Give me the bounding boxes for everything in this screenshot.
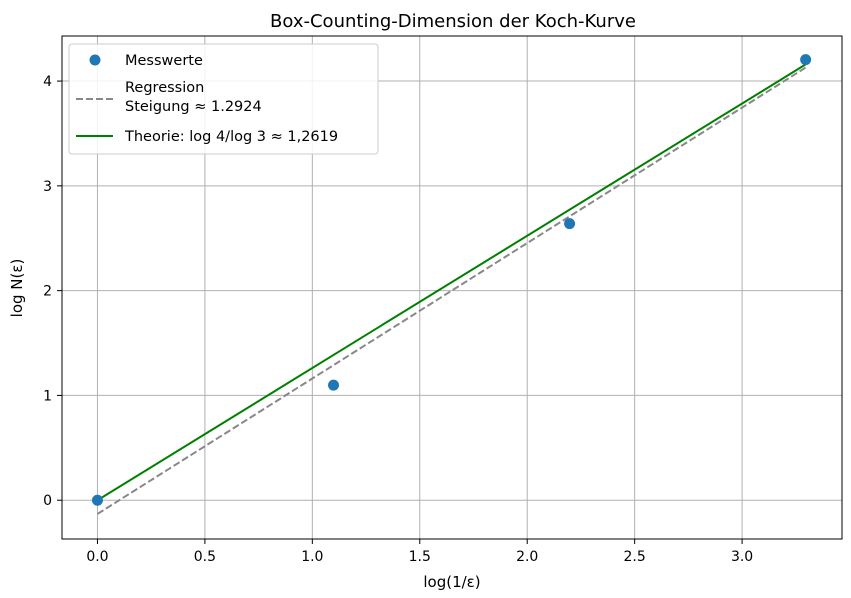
y-tick-label: 4 [43, 74, 52, 90]
axis-ticks: 0.0 0.5 1.0 1.5 2.0 2.5 3.0 0 1 2 3 4 [43, 74, 753, 565]
theory-line [96, 63, 807, 502]
y-tick-label: 2 [43, 284, 52, 300]
legend-marker-measurements [89, 54, 101, 66]
chart-marks [91, 54, 812, 515]
x-tick-label: 2.0 [516, 549, 538, 565]
x-tick-label: 1.5 [409, 549, 431, 565]
legend-label-theory: Theorie: log 4/log 3 ≈ 1,2619 [124, 129, 338, 145]
y-tick-label: 3 [43, 179, 52, 195]
data-point [800, 54, 812, 66]
chart-title: Box-Counting-Dimension der Koch-Kurve [270, 11, 636, 32]
y-axis-label: log N(ε) [8, 259, 26, 318]
data-point [91, 494, 103, 506]
x-tick-label: 2.5 [624, 549, 646, 565]
legend: Messwerte Regression Steigung ≈ 1.2924 T… [68, 43, 379, 155]
data-point [564, 218, 576, 230]
y-tick-label: 1 [43, 388, 52, 404]
y-tick-label: 0 [43, 493, 52, 509]
x-tick-label: 3.0 [731, 549, 753, 565]
x-tick-label: 0.5 [194, 549, 216, 565]
x-tick-label: 0.0 [86, 549, 108, 565]
legend-frame [68, 43, 379, 155]
x-axis-label: log(1/ε) [423, 573, 480, 591]
legend-label-measurements: Messwerte [125, 53, 203, 69]
legend-label-regression: Regression Steigung ≈ 1.2924 [125, 80, 262, 115]
data-point [328, 379, 340, 391]
plot-frame [61, 35, 843, 540]
x-tick-label: 1.0 [301, 549, 323, 565]
